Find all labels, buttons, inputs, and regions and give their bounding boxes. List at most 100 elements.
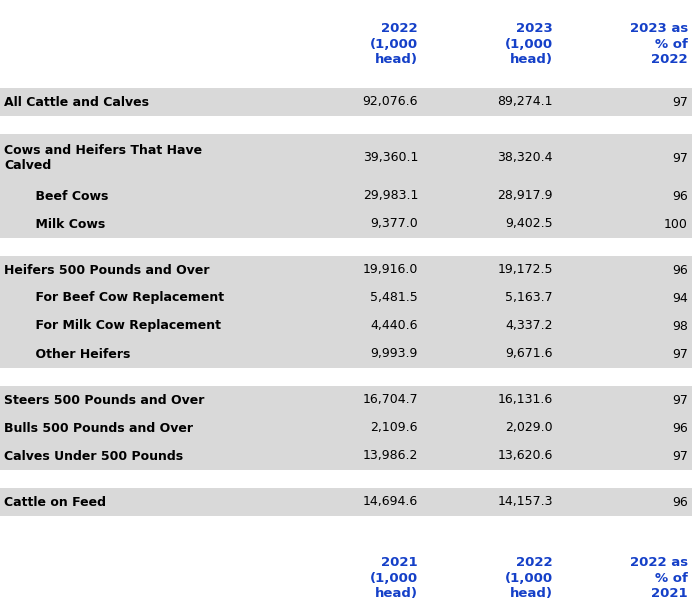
Text: 14,157.3: 14,157.3	[498, 496, 553, 508]
Bar	[557, 386, 692, 414]
Bar	[557, 534, 692, 608]
Bar	[0, 470, 287, 488]
Text: 2022
(1,000
head): 2022 (1,000 head)	[505, 556, 553, 600]
Text: 4,337.2: 4,337.2	[506, 319, 553, 333]
Bar	[287, 488, 422, 516]
Text: 14,694.6: 14,694.6	[363, 496, 418, 508]
Bar	[557, 210, 692, 238]
Text: Cattle on Feed: Cattle on Feed	[4, 496, 106, 508]
Text: 5,481.5: 5,481.5	[370, 291, 418, 305]
Bar	[557, 340, 692, 368]
Bar	[557, 516, 692, 534]
Bar	[0, 386, 287, 414]
Bar	[422, 516, 557, 534]
Bar	[0, 312, 287, 340]
Bar	[287, 312, 422, 340]
Bar	[557, 0, 692, 88]
Text: 96: 96	[672, 190, 688, 202]
Bar	[0, 256, 287, 284]
Text: For Beef Cow Replacement: For Beef Cow Replacement	[18, 291, 224, 305]
Bar	[287, 182, 422, 210]
Bar	[287, 256, 422, 284]
Bar	[0, 116, 287, 134]
Bar	[422, 116, 557, 134]
Bar	[557, 312, 692, 340]
Text: 96: 96	[672, 421, 688, 435]
Bar	[557, 182, 692, 210]
Bar	[0, 284, 287, 312]
Bar	[422, 284, 557, 312]
Text: 97: 97	[672, 449, 688, 463]
Bar	[557, 442, 692, 470]
Text: 29,983.1: 29,983.1	[363, 190, 418, 202]
Text: 2022
(1,000
head): 2022 (1,000 head)	[370, 22, 418, 66]
Bar	[557, 414, 692, 442]
Bar	[287, 368, 422, 386]
Bar	[422, 256, 557, 284]
Text: 38,320.4: 38,320.4	[498, 151, 553, 165]
Bar	[557, 134, 692, 182]
Bar	[0, 534, 287, 608]
Text: 96: 96	[672, 496, 688, 508]
Bar	[422, 88, 557, 116]
Bar	[0, 442, 287, 470]
Bar	[422, 442, 557, 470]
Bar	[422, 534, 557, 608]
Text: 9,377.0: 9,377.0	[370, 218, 418, 230]
Text: Cows and Heifers That Have
Calved: Cows and Heifers That Have Calved	[4, 144, 202, 172]
Text: Milk Cows: Milk Cows	[18, 218, 105, 230]
Text: 16,131.6: 16,131.6	[498, 393, 553, 407]
Text: 92,076.6: 92,076.6	[363, 95, 418, 108]
Text: 100: 100	[664, 218, 688, 230]
Bar	[557, 488, 692, 516]
Bar	[422, 368, 557, 386]
Bar	[287, 284, 422, 312]
Text: 2023 as
% of
2022: 2023 as % of 2022	[630, 22, 688, 66]
Bar	[0, 134, 287, 182]
Text: 2022 as
% of
2021: 2022 as % of 2021	[630, 556, 688, 600]
Bar	[422, 470, 557, 488]
Text: Heifers 500 Pounds and Over: Heifers 500 Pounds and Over	[4, 263, 210, 277]
Bar	[557, 368, 692, 386]
Text: 19,916.0: 19,916.0	[363, 263, 418, 277]
Text: 9,671.6: 9,671.6	[506, 348, 553, 361]
Bar	[422, 386, 557, 414]
Text: Steers 500 Pounds and Over: Steers 500 Pounds and Over	[4, 393, 204, 407]
Bar	[0, 368, 287, 386]
Text: 4,440.6: 4,440.6	[371, 319, 418, 333]
Bar	[0, 340, 287, 368]
Bar	[557, 88, 692, 116]
Text: 16,704.7: 16,704.7	[363, 393, 418, 407]
Text: 97: 97	[672, 393, 688, 407]
Bar	[0, 238, 287, 256]
Bar	[287, 470, 422, 488]
Bar	[287, 0, 422, 88]
Bar	[422, 340, 557, 368]
Text: 2,109.6: 2,109.6	[371, 421, 418, 435]
Text: Other Heifers: Other Heifers	[18, 348, 130, 361]
Bar	[422, 312, 557, 340]
Text: 97: 97	[672, 348, 688, 361]
Bar	[422, 182, 557, 210]
Text: All Cattle and Calves: All Cattle and Calves	[4, 95, 149, 108]
Bar	[422, 134, 557, 182]
Bar	[0, 516, 287, 534]
Text: 39,360.1: 39,360.1	[363, 151, 418, 165]
Bar	[0, 0, 287, 88]
Bar	[287, 116, 422, 134]
Bar	[557, 256, 692, 284]
Text: 2023
(1,000
head): 2023 (1,000 head)	[505, 22, 553, 66]
Text: 13,986.2: 13,986.2	[363, 449, 418, 463]
Bar	[287, 210, 422, 238]
Text: 13,620.6: 13,620.6	[498, 449, 553, 463]
Bar	[0, 488, 287, 516]
Text: 9,993.9: 9,993.9	[371, 348, 418, 361]
Text: For Milk Cow Replacement: For Milk Cow Replacement	[18, 319, 221, 333]
Text: 96: 96	[672, 263, 688, 277]
Bar	[0, 210, 287, 238]
Bar	[287, 534, 422, 608]
Bar	[557, 238, 692, 256]
Text: 2,029.0: 2,029.0	[505, 421, 553, 435]
Bar	[287, 88, 422, 116]
Bar	[287, 442, 422, 470]
